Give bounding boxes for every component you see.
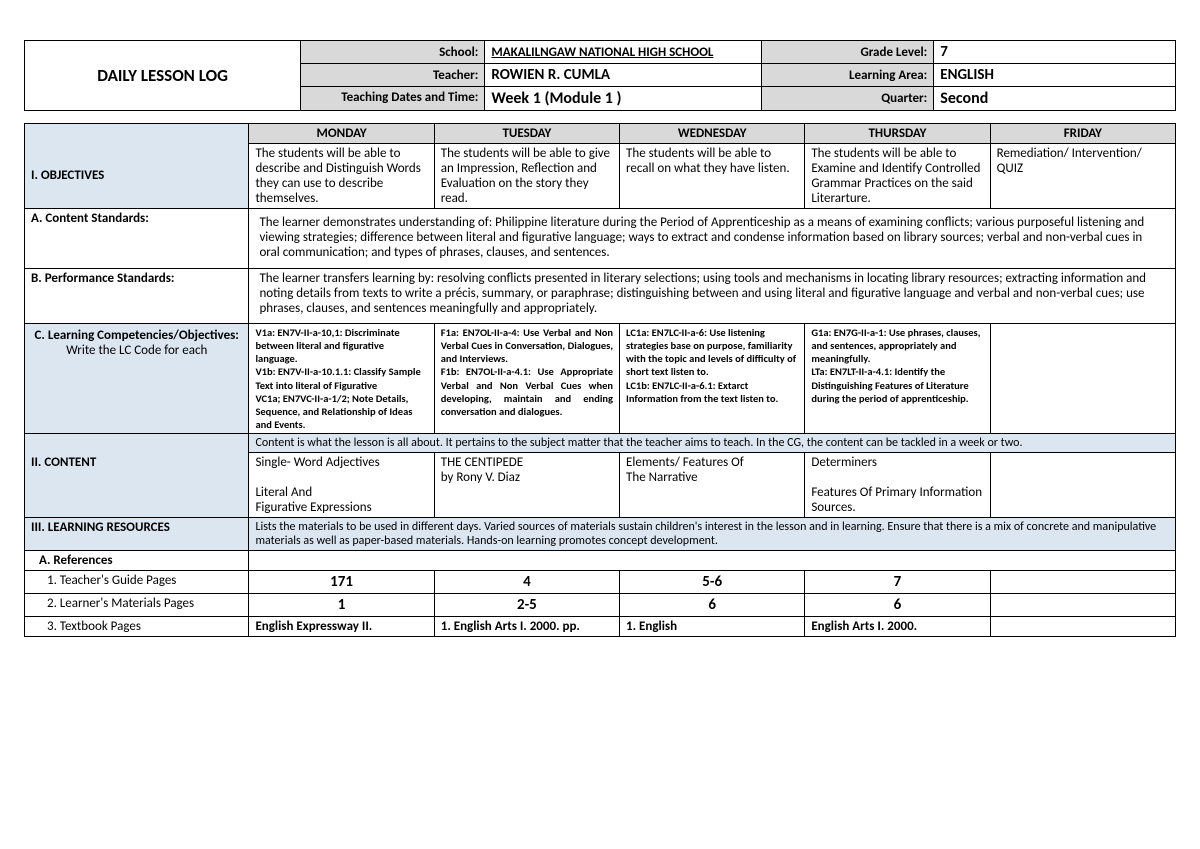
lc-mon: V1a: EN7V-II-a-10,1: Discriminate betwee… <box>249 324 434 434</box>
grade-value: 7 <box>934 41 1176 64</box>
lm-label: 2. Learner's Materials Pages <box>25 594 249 617</box>
blank-corner <box>25 124 249 144</box>
lc-wed: LC1a: EN7LC-II-a-6: Use listening strate… <box>620 324 805 434</box>
lc-label: C. Learning Competencies/Objectives: Wri… <box>25 324 249 434</box>
content-label-blank <box>25 434 249 453</box>
tb-fri <box>990 617 1175 637</box>
day-mon: MONDAY <box>249 124 434 144</box>
tb-thu: English Arts I. 2000. <box>805 617 990 637</box>
doc-title: DAILY LESSON LOG <box>25 41 301 111</box>
lc-fri <box>990 324 1175 434</box>
time-label: Teaching Dates and Time: <box>301 87 485 111</box>
lm-thu: 6 <box>805 594 990 617</box>
lm-mon: 1 <box>249 594 434 617</box>
resources-note: Lists the materials to be used in differ… <box>249 518 1176 551</box>
tb-wed: 1. English <box>620 617 805 637</box>
tg-tue: 4 <box>434 571 619 594</box>
obj-tue: The students will be able to give an Imp… <box>434 144 619 209</box>
tb-label: 3. Textbook Pages <box>25 617 249 637</box>
time-value: Week 1 (Module 1 ) <box>485 87 761 111</box>
content-std-blank <box>25 228 249 268</box>
content-std: The learner demonstrates understanding o… <box>249 209 1176 269</box>
content-std-label: A. Content Standards: <box>25 209 249 229</box>
lm-tue: 2-5 <box>434 594 619 617</box>
grade-label: Grade Level: <box>761 41 934 64</box>
tg-fri <box>990 571 1175 594</box>
school-label: School: <box>301 41 485 64</box>
perf-std-label: B. Performance Standards: <box>25 268 249 288</box>
obj-wed: The students will be able to recall on w… <box>620 144 805 209</box>
obj-mon: The students will be able to describe an… <box>249 144 434 209</box>
teacher-value: ROWIEN R. CUMLA <box>485 64 761 87</box>
content-wed: Elements/ Features Of The Narrative <box>620 453 805 518</box>
refs-label: A. References <box>25 551 249 571</box>
day-wed: WEDNESDAY <box>620 124 805 144</box>
tg-thu: 7 <box>805 571 990 594</box>
objectives-label: I. OBJECTIVES <box>25 144 249 209</box>
teacher-label: Teacher: <box>301 64 485 87</box>
area-value: ENGLISH <box>934 64 1176 87</box>
content-mon: Single- Word Adjectives Literal And Figu… <box>249 453 434 518</box>
day-tue: TUESDAY <box>434 124 619 144</box>
content-note: Content is what the lesson is all about.… <box>249 434 1176 453</box>
lc-label-1: C. Learning Competencies/Objectives: <box>35 328 239 343</box>
day-thu: THURSDAY <box>805 124 990 144</box>
lc-thu: G1a: EN7G-II-a-1: Use phrases, clauses, … <box>805 324 990 434</box>
header-table: DAILY LESSON LOG School: MAKALILNGAW NAT… <box>24 40 1176 111</box>
tb-mon: English Expressway II. <box>249 617 434 637</box>
school-value: MAKALILNGAW NATIONAL HIGH SCHOOL <box>485 41 761 64</box>
obj-fri: Remediation/ Intervention/ QUIZ <box>990 144 1175 209</box>
day-fri: FRIDAY <box>990 124 1175 144</box>
lc-label-2: Write the LC Code for each <box>66 343 207 358</box>
lm-fri <box>990 594 1175 617</box>
perf-std-blank <box>25 288 249 324</box>
refs-blank <box>249 551 1176 571</box>
tg-mon: 171 <box>249 571 434 594</box>
obj-thu: The students will be able to Examine and… <box>805 144 990 209</box>
content-fri <box>990 453 1175 518</box>
area-label: Learning Area: <box>761 64 934 87</box>
tb-tue: 1. English Arts I. 2000. pp. <box>434 617 619 637</box>
tg-label: 1. Teacher's Guide Pages <box>25 571 249 594</box>
content-tue: THE CENTIPEDE by Rony V. Diaz <box>434 453 619 518</box>
lm-wed: 6 <box>620 594 805 617</box>
content-label: II. CONTENT <box>25 453 249 518</box>
content-thu: Determiners Features Of Primary Informat… <box>805 453 990 518</box>
perf-std: The learner transfers learning by: resol… <box>249 268 1176 324</box>
tg-wed: 5-6 <box>620 571 805 594</box>
main-table: MONDAY TUESDAY WEDNESDAY THURSDAY FRIDAY… <box>24 123 1176 637</box>
quarter-label: Quarter: <box>761 87 934 111</box>
quarter-value: Second <box>934 87 1176 111</box>
lc-tue: F1a: EN7OL-II-a-4: Use Verbal and Non Ve… <box>434 324 619 434</box>
resources-label: III. LEARNING RESOURCES <box>25 518 249 551</box>
